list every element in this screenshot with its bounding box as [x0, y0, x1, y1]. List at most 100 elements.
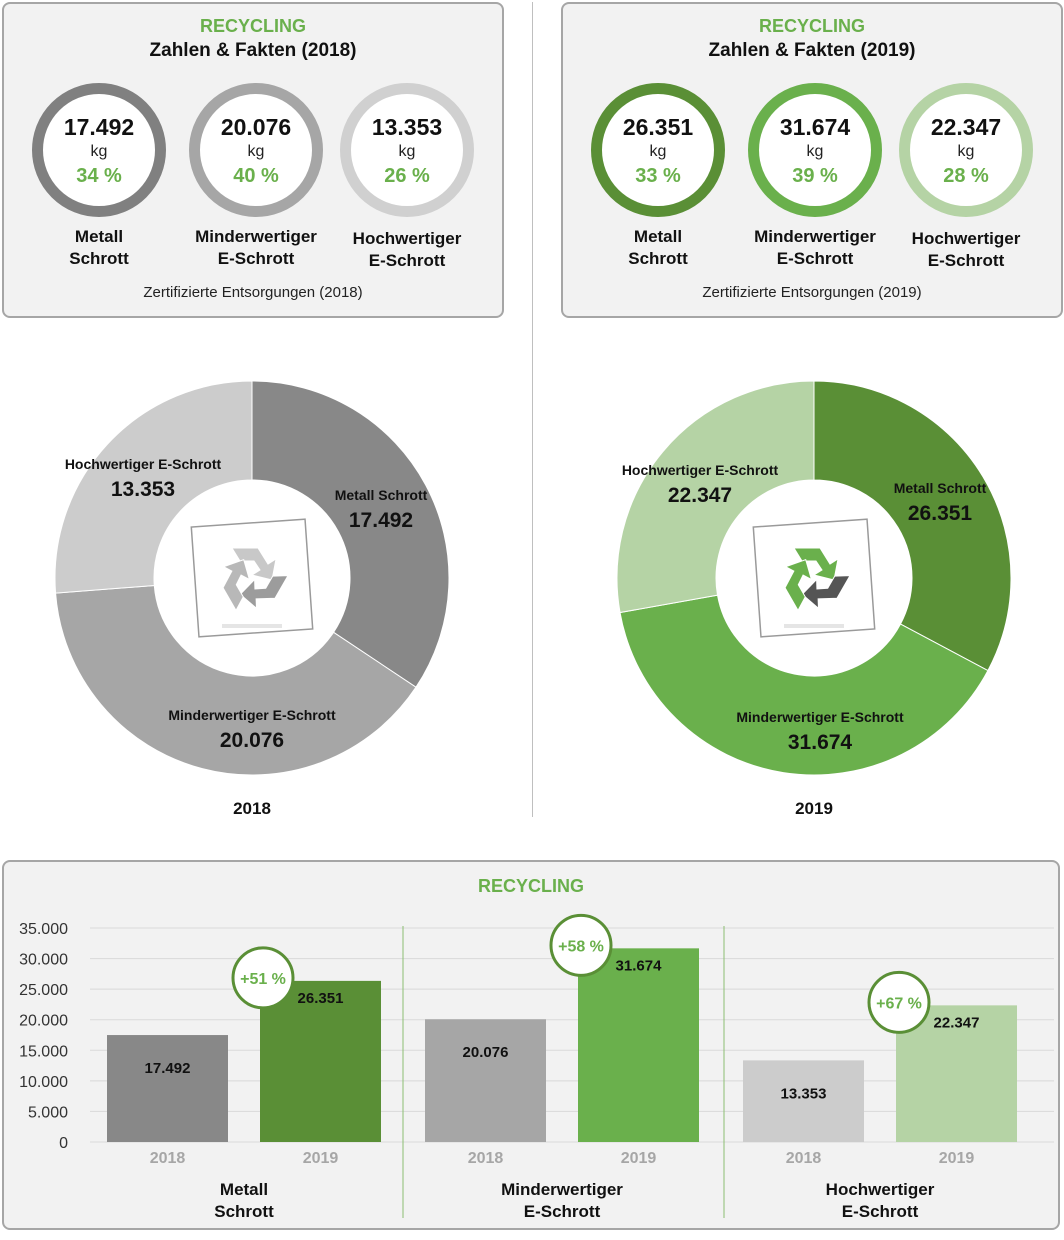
stat-label-line: Minderwertiger — [754, 227, 876, 246]
stat-unit: kg — [247, 143, 265, 160]
x-category-label: E-Schrott — [842, 1202, 919, 1221]
stat-label-hochwertig: Hochwertiger E-Schrott — [327, 228, 487, 272]
bar-chart-panel: RECYCLING 0 5.000 10.000 15.000 20.000 25.000… — [2, 860, 1060, 1230]
donut-slice-value: 26.351 — [908, 502, 973, 525]
stat-label-metall: Metall Schrott — [578, 226, 738, 270]
recycle-icon — [190, 518, 314, 638]
panel-title: Zahlen & Fakten (2019) — [708, 40, 916, 61]
bar-value-label: 13.353 — [781, 1085, 827, 1102]
stat-label-line: E-Schrott — [217, 249, 295, 268]
stat-ring-hochwertig: 22.347 kg 28 % — [899, 83, 1033, 217]
x-year-label: 2018 — [468, 1150, 504, 1167]
facts-panel-2018: RECYCLING Zahlen & Fakten (2018) 17.492 … — [2, 2, 504, 318]
bar-chart: 0 5.000 10.000 15.000 20.000 25.000 30.000 35.0… — [19, 913, 1054, 1221]
stat-unit: kg — [806, 143, 824, 160]
bar-2019 — [260, 980, 381, 1142]
donut-slice — [54, 380, 253, 594]
stat-unit: kg — [957, 143, 975, 160]
x-year-label: 2018 — [786, 1150, 822, 1167]
y-tick-label: 30.000 — [19, 952, 68, 969]
donut-slice-label: Metall Schrott — [894, 480, 987, 496]
stat-percent: 33 % — [635, 165, 681, 187]
bar-2019 — [578, 948, 699, 1142]
y-tick-label: 20.000 — [19, 1013, 68, 1030]
stat-label-line: E-Schrott — [927, 251, 1005, 270]
change-badge-label: +51 % — [240, 971, 286, 988]
donut-slice-value: 31.674 — [788, 731, 853, 754]
recycle-icon — [752, 518, 876, 638]
bar-value-label: 17.492 — [145, 1060, 191, 1077]
bar-value-label: 20.076 — [463, 1044, 509, 1061]
x-category-label: Minderwertiger — [501, 1180, 623, 1199]
stat-ring-metall: 26.351 kg 33 % — [591, 83, 725, 217]
donut-slice-label: Minderwertiger E-Schrott — [736, 709, 904, 725]
panel-title: Zahlen & Fakten (2018) — [149, 40, 357, 61]
donut-slice-label: Hochwertiger E-Schrott — [65, 456, 222, 472]
stat-value: 20.076 — [220, 114, 292, 140]
x-category-label: Metall — [220, 1180, 268, 1199]
donut-year-label: 2018 — [233, 799, 271, 818]
change-badge: +51 % — [231, 946, 295, 1010]
y-tick-label: 0 — [59, 1135, 68, 1152]
stat-ring-hochwertig: 13.353 kg 26 % — [340, 83, 474, 217]
stat-label-minderwertig: Minderwertiger E-Schrott — [735, 226, 895, 270]
stat-percent: 40 % — [233, 165, 279, 187]
stat-label-metall: Metall Schrott — [19, 226, 179, 270]
bar-value-label: 31.674 — [616, 957, 663, 974]
y-tick-label: 10.000 — [19, 1074, 68, 1091]
change-badge: +58 % — [549, 913, 613, 977]
stat-label-line: Metall — [633, 227, 683, 246]
x-year-label: 2019 — [303, 1150, 339, 1167]
x-category-label: Hochwertiger — [826, 1180, 935, 1199]
y-tick-label: 25.000 — [19, 982, 68, 999]
stat-ring-minderwertig: 20.076 kg 40 % — [189, 83, 323, 217]
stat-value: 22.347 — [930, 114, 1002, 140]
bar-value-label: 22.347 — [934, 1014, 980, 1031]
donut-slice-value: 20.076 — [220, 729, 284, 752]
donut-slice-value: 17.492 — [349, 509, 413, 532]
facts-panel-2019: RECYCLING Zahlen & Fakten (2019) 26.351 … — [561, 2, 1063, 318]
stat-ring-metall: 17.492 kg 34 % — [32, 83, 166, 217]
vertical-divider — [532, 2, 533, 817]
stat-percent: 34 % — [76, 165, 122, 187]
panel-kicker: RECYCLING — [758, 16, 865, 36]
stat-percent: 28 % — [943, 165, 989, 187]
stat-unit: kg — [90, 143, 108, 160]
change-badge: +67 % — [867, 970, 931, 1034]
donut-slice-label: Hochwertiger E-Schrott — [622, 462, 779, 478]
bar-2018 — [425, 1019, 546, 1142]
x-category-label: Schrott — [214, 1202, 274, 1221]
stat-label-line: Minderwertiger — [195, 227, 317, 246]
stat-label-line: Metall — [74, 227, 124, 246]
bar-2018 — [743, 1060, 864, 1142]
panel-footer: Zertifizierte Entsorgungen (2018) — [143, 284, 363, 301]
donut-slice — [813, 380, 1012, 672]
x-category-label: E-Schrott — [524, 1202, 601, 1221]
stat-label-line: Schrott — [69, 249, 129, 268]
stat-label-line: E-Schrott — [776, 249, 854, 268]
stat-label-line: Schrott — [628, 249, 688, 268]
stat-value: 31.674 — [779, 114, 851, 140]
stat-label-line: Hochwertiger — [352, 229, 462, 248]
stat-label-line: E-Schrott — [368, 251, 446, 270]
x-year-label: 2019 — [621, 1150, 657, 1167]
donut-slice-value: 22.347 — [668, 484, 732, 507]
panel-footer: Zertifizierte Entsorgungen (2019) — [702, 284, 922, 301]
stat-percent: 39 % — [792, 165, 838, 187]
stat-value: 26.351 — [622, 114, 694, 140]
bar-2018 — [107, 1035, 228, 1142]
stat-value: 17.492 — [63, 114, 135, 140]
donut-2018: Metall Schrott 17.492 Minderwertiger E-Sch… — [54, 380, 450, 818]
x-year-label: 2019 — [939, 1150, 975, 1167]
stat-ring-minderwertig: 31.674 kg 39 % — [748, 83, 882, 217]
donut-slice-label: Metall Schrott — [335, 487, 428, 503]
change-badge-label: +67 % — [876, 995, 922, 1012]
panel-kicker: RECYCLING — [199, 16, 306, 36]
stat-label-line: Hochwertiger — [911, 229, 1021, 248]
donut-2019: Metall Schrott 26.351 Minderwertiger E-Sch… — [616, 380, 1012, 818]
stat-label-minderwertig: Minderwertiger E-Schrott — [176, 226, 336, 270]
donut-slice-value: 13.353 — [111, 478, 175, 501]
donut-charts: Metall Schrott 17.492 Minderwertiger E-Sch… — [54, 380, 1012, 818]
bar-chart-title: RECYCLING — [477, 876, 584, 896]
stat-unit: kg — [398, 143, 416, 160]
